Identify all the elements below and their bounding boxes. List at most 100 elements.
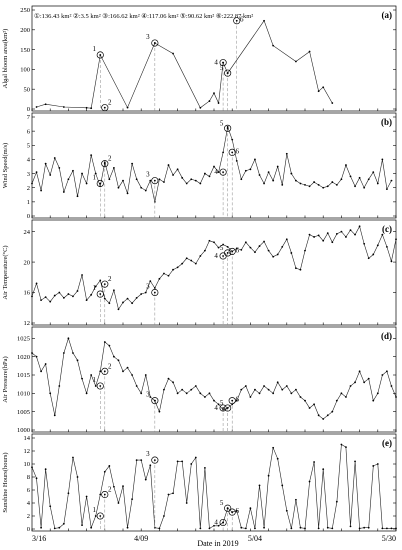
data-point	[49, 300, 52, 303]
data-point	[381, 527, 384, 530]
event-label: 2	[108, 362, 112, 370]
data-point	[62, 522, 65, 525]
data-point	[345, 164, 347, 166]
event-marker	[224, 249, 232, 257]
data-point	[113, 355, 115, 358]
event-label: 4	[214, 404, 218, 412]
event-marker	[101, 160, 109, 168]
data-point	[31, 352, 33, 354]
panel-d: 1000 1005 1010 1015 1020 1025 Air Pressure(hPa…	[2, 326, 397, 434]
panel-frame	[31, 112, 397, 219]
data-point	[267, 388, 270, 391]
data-point	[276, 165, 279, 168]
data-point	[81, 172, 83, 175]
data-point	[349, 385, 352, 387]
y-tick-label: 150	[20, 47, 30, 54]
event-label: 1	[93, 506, 97, 514]
data-point	[349, 175, 352, 178]
event-marker-dot	[231, 250, 234, 253]
data-point	[99, 279, 102, 282]
event-marker-dot	[103, 283, 106, 286]
data-point	[140, 459, 143, 461]
data-point	[40, 526, 42, 529]
y-tick-label: 2	[27, 513, 30, 520]
data-point	[267, 171, 270, 174]
data-point	[395, 396, 397, 398]
event-marker-dot	[99, 182, 102, 185]
data-point	[94, 285, 97, 288]
data-point	[390, 179, 393, 182]
data-point	[85, 182, 88, 185]
data-point	[81, 524, 83, 526]
data-point	[217, 246, 220, 249]
data-point	[263, 19, 265, 22]
data-point	[158, 527, 161, 530]
event-label: 3	[146, 171, 150, 179]
event-marker-dot	[99, 515, 102, 517]
data-point	[340, 178, 343, 181]
data-point	[58, 385, 61, 387]
data-point	[85, 392, 88, 395]
data-point	[40, 299, 42, 302]
event-marker-dot	[231, 399, 234, 402]
data-point	[108, 178, 111, 181]
data-point	[167, 377, 170, 380]
data-point	[67, 492, 70, 495]
data-point	[40, 189, 42, 192]
event-marker-dot	[153, 459, 156, 461]
data-point	[31, 182, 33, 185]
data-point	[90, 526, 93, 529]
y-tick-label: 1025	[17, 336, 30, 343]
y-tick-label: 24	[24, 229, 31, 236]
data-point	[185, 257, 188, 260]
data-point	[254, 388, 256, 391]
data-point	[349, 525, 352, 528]
y-tick-label: 0	[27, 106, 30, 113]
data-point	[90, 293, 93, 296]
event-marker	[96, 179, 104, 188]
event-label: 3	[146, 283, 150, 291]
event-label: 4	[214, 252, 218, 260]
data-point	[376, 182, 379, 185]
data-point	[340, 443, 343, 446]
event-label: 1	[93, 45, 97, 53]
data-point	[376, 463, 379, 465]
event-label: 6	[235, 507, 239, 515]
data-point	[181, 388, 184, 391]
event-marker	[96, 382, 104, 390]
data-point	[304, 183, 306, 186]
event-marker	[101, 490, 109, 499]
event-marker	[101, 367, 109, 375]
y-tick-label: 1015	[17, 372, 30, 379]
data-point	[99, 493, 102, 496]
y-axis-label: Sunshine Hours(hours)	[2, 452, 9, 512]
data-point	[367, 257, 370, 260]
data-point	[204, 396, 206, 398]
data-point	[185, 392, 188, 395]
data-point	[372, 171, 375, 174]
data-point	[222, 243, 225, 246]
data-point	[44, 162, 47, 165]
data-point	[144, 478, 147, 481]
data-point	[299, 396, 302, 398]
event-label: 4	[214, 168, 218, 176]
y-tick-label: 1020	[17, 354, 30, 361]
data-point	[194, 456, 197, 459]
data-point	[304, 399, 306, 402]
data-point	[163, 181, 165, 183]
panel-frame	[31, 433, 397, 532]
data-point	[85, 495, 88, 498]
data-point	[390, 527, 393, 530]
data-point	[335, 399, 338, 402]
data-point	[172, 268, 174, 271]
data-point	[263, 385, 265, 387]
data-point	[258, 392, 261, 395]
data-point	[153, 287, 156, 289]
data-point	[358, 370, 361, 373]
y-axis-label: Air Pressure(hPa)	[2, 356, 9, 402]
data-point	[208, 175, 211, 178]
data-point	[331, 102, 334, 104]
event-marker	[151, 177, 159, 185]
data-point	[149, 179, 152, 182]
